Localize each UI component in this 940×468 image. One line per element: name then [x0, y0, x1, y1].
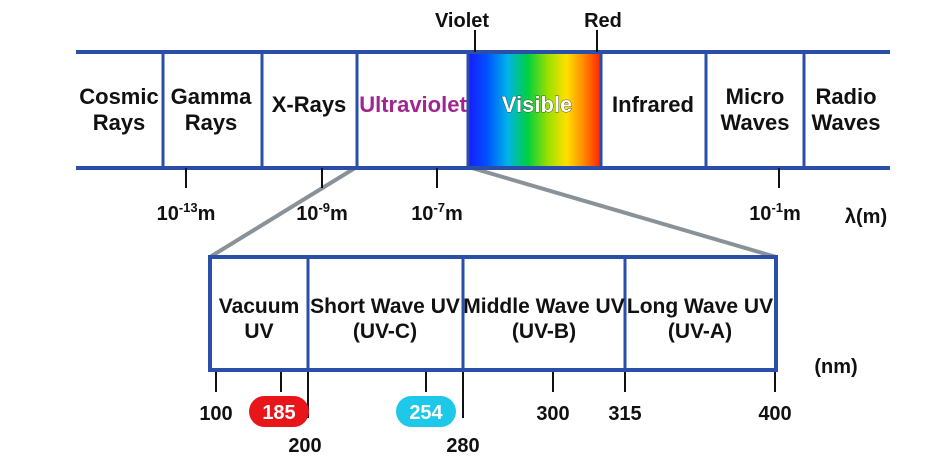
band-gamma-line2: Rays — [185, 110, 238, 135]
band-cosmic: Cosmic Rays — [79, 84, 158, 135]
band-micro-line2: Waves — [721, 110, 790, 135]
uv-tick-label-300: 300 — [536, 403, 569, 425]
uv-band-uva-line2: (UV-A) — [668, 320, 732, 343]
uv-tick-label-200: 200 — [288, 435, 321, 457]
band-xray: X-Rays — [272, 92, 347, 117]
zoom-connector-left — [208, 166, 357, 259]
uv-band-uvb-line1: Middle Wave UV — [463, 295, 624, 318]
uv-band-uva: Long Wave UV (UV-A) — [627, 295, 773, 343]
tick-label-1e-7: 10-7m — [411, 200, 463, 225]
band-radio-line2: Waves — [812, 110, 881, 135]
band-micro: Micro Waves — [721, 84, 790, 135]
band-cosmic-line1: Cosmic — [79, 84, 158, 109]
uv-tick-label-400: 400 — [758, 403, 791, 425]
red-label: Red — [584, 10, 622, 32]
uv-band-uvb-line2: (UV-B) — [512, 320, 576, 343]
band-gamma: Gamma Rays — [171, 84, 252, 135]
uv-band-vacuum-line1: Vacuum — [219, 295, 300, 318]
uv-band-uvc: Short Wave UV (UV-C) — [310, 295, 460, 343]
band-visible: Visible — [502, 92, 573, 117]
uv-tick-label-254: 254 — [409, 402, 443, 424]
band-gamma-line1: Gamma — [171, 84, 252, 109]
uv-tick-label-100: 100 — [199, 403, 232, 425]
uv-band-uvb: Middle Wave UV (UV-B) — [463, 295, 624, 343]
tick-label-1e-1: 10-1m — [749, 200, 801, 225]
uv-tick-label-315: 315 — [608, 403, 641, 425]
badge-254 — [396, 396, 456, 427]
visible-gradient — [468, 52, 601, 168]
tick-label-1e-9: 10-9m — [296, 200, 348, 225]
uv-band-uvc-line1: Short Wave UV — [310, 295, 460, 318]
band-infrared: Infrared — [612, 92, 694, 117]
band-ultraviolet: Ultraviolet — [359, 92, 467, 117]
uv-band-uvc-line2: (UV-C) — [353, 320, 417, 343]
uv-band-uva-line1: Long Wave UV — [627, 295, 773, 318]
uv-detail-box — [208, 255, 778, 372]
wavelength-unit-label: λ(m) — [845, 206, 887, 228]
band-cosmic-line2: Rays — [93, 110, 146, 135]
spectrum-bar — [76, 30, 890, 170]
uv-band-vacuum: Vacuum UV — [219, 295, 300, 343]
violet-label: Violet — [435, 10, 489, 32]
zoom-connector-right — [471, 166, 777, 259]
uv-band-vacuum-line2: UV — [244, 320, 273, 343]
band-micro-line1: Micro — [726, 84, 785, 109]
nm-unit-label: (nm) — [814, 356, 857, 378]
uv-tick-label-280: 280 — [446, 435, 479, 457]
band-radio-line1: Radio — [815, 84, 876, 109]
uv-tick-label-185: 185 — [262, 402, 295, 424]
tick-label-1e-13: 10-13m — [157, 200, 216, 225]
badge-185 — [249, 396, 309, 427]
band-radio: Radio Waves — [812, 84, 881, 135]
